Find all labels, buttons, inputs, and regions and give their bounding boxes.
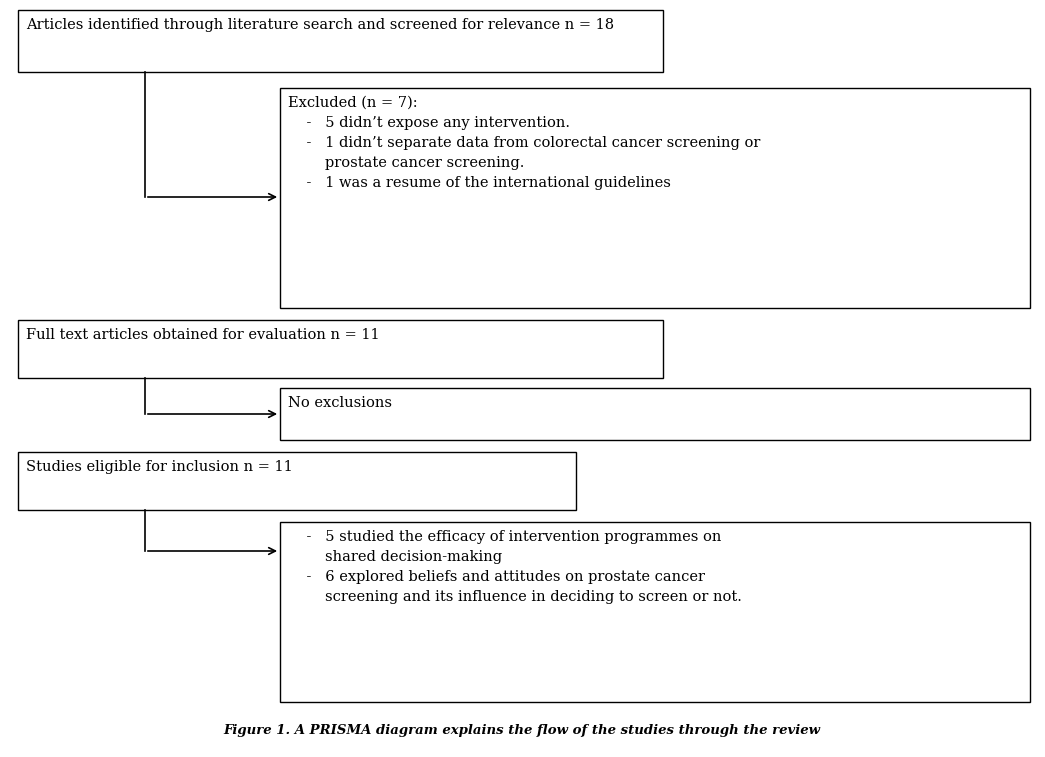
Text: Studies eligible for inclusion n = 11: Studies eligible for inclusion n = 11: [26, 460, 293, 474]
Text: Articles identified through literature search and screened for relevance n = 18: Articles identified through literature s…: [26, 18, 614, 32]
Text: -   5 studied the efficacy of intervention programmes on
        shared decision: - 5 studied the efficacy of intervention…: [288, 530, 742, 604]
Bar: [280, 522, 1030, 702]
Text: No exclusions: No exclusions: [288, 396, 392, 410]
Bar: [18, 452, 576, 510]
Text: Excluded (n = 7):
    -   5 didn’t expose any intervention.
    -   1 didn’t sep: Excluded (n = 7): - 5 didn’t expose any …: [288, 96, 761, 190]
Bar: [280, 88, 1030, 308]
Text: Figure 1. A PRISMA diagram explains the flow of the studies through the review: Figure 1. A PRISMA diagram explains the …: [224, 724, 820, 737]
Text: Full text articles obtained for evaluation n = 11: Full text articles obtained for evaluati…: [26, 328, 379, 342]
Bar: [18, 10, 663, 72]
Bar: [18, 320, 663, 378]
Bar: [280, 388, 1030, 440]
